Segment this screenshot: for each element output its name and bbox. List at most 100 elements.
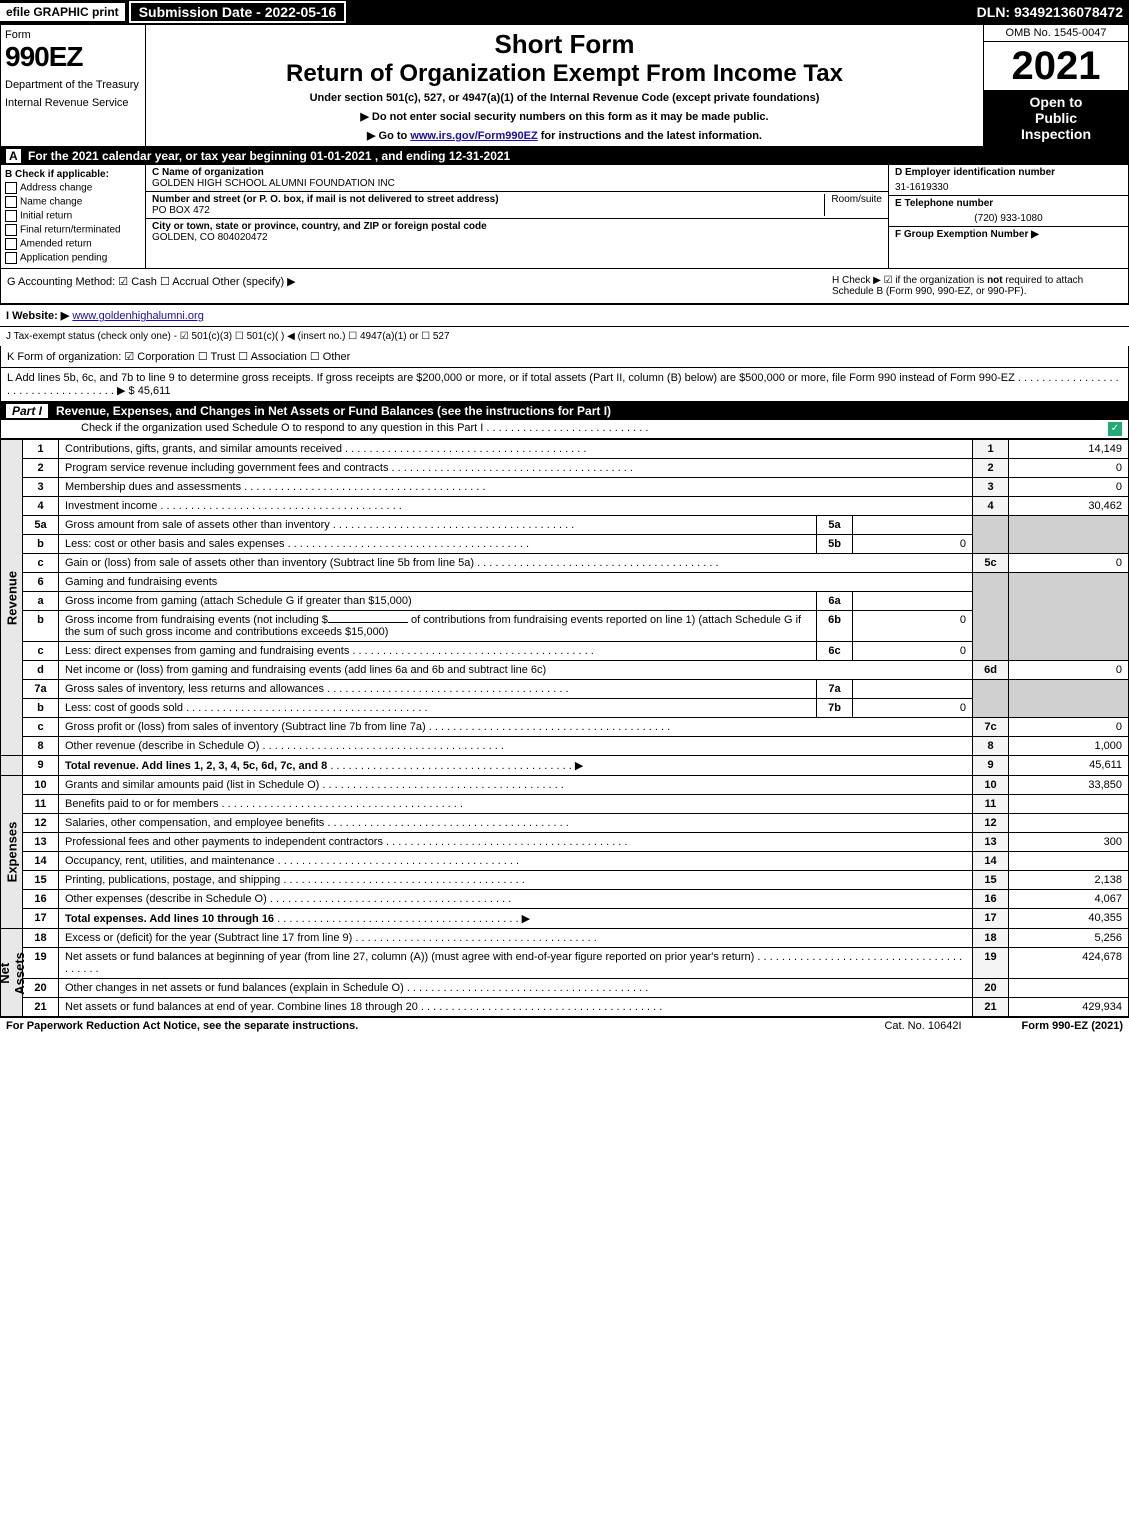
col-b: B Check if applicable: Address change Na… — [1, 165, 146, 268]
ltr-a: A — [6, 149, 21, 163]
bullet-ssn: ▶ Do not enter social security numbers o… — [154, 110, 975, 123]
under-section: Under section 501(c), 527, or 4947(a)(1)… — [154, 92, 975, 104]
form-number: 990EZ — [5, 41, 141, 73]
dept-irs: Internal Revenue Service — [5, 97, 141, 109]
irs-link[interactable]: www.irs.gov/Form990EZ — [410, 130, 537, 142]
open-line1: Open to — [986, 94, 1126, 110]
k-row: K Form of organization: ☑ Corporation ☐ … — [0, 346, 1129, 368]
gh-block: G Accounting Method: ☑ Cash ☐ Accrual Ot… — [0, 269, 1129, 304]
form-header: Form 990EZ Department of the Treasury In… — [0, 24, 1129, 147]
line-17: 17Total expenses. Add lines 10 through 1… — [1, 909, 1129, 929]
line-6c: c Less: direct expenses from gaming and … — [1, 642, 1129, 661]
dln: DLN: 93492136078472 — [977, 4, 1129, 20]
chk-name[interactable]: Name change — [5, 196, 141, 208]
footer-form: Form 990-EZ (2021) — [1022, 1020, 1123, 1032]
col-def: D Employer identification number 31-1619… — [888, 165, 1128, 268]
expenses-label: Expenses — [1, 776, 23, 929]
i-label: I Website: ▶ — [6, 310, 69, 322]
c-city-row: City or town, state or province, country… — [146, 219, 888, 245]
city: GOLDEN, CO 804020472 — [152, 232, 493, 243]
part-i-head: Part I Revenue, Expenses, and Changes in… — [0, 402, 1129, 420]
omb-number: OMB No. 1545-0047 — [984, 25, 1128, 42]
open-line2: Public — [986, 110, 1126, 126]
j-tax-exempt: J Tax-exempt status (check only one) - ☑… — [0, 326, 1129, 346]
line-14: 14Occupancy, rent, utilities, and mainte… — [1, 852, 1129, 871]
line-4: 4 Investment income 4 30,462 — [1, 497, 1129, 516]
row-a: A For the 2021 calendar year, or tax yea… — [0, 147, 1129, 165]
efile-label[interactable]: efile GRAPHIC print — [0, 3, 125, 21]
dept-treasury: Department of the Treasury — [5, 79, 141, 91]
lines-table: Revenue 1 Contributions, gifts, grants, … — [0, 439, 1129, 1017]
c-city-lbl: City or town, state or province, country… — [152, 221, 487, 232]
line-6: 6 Gaming and fundraising events — [1, 573, 1129, 592]
line-20: 20Other changes in net assets or fund ba… — [1, 979, 1129, 998]
line-13: 13Professional fees and other payments t… — [1, 833, 1129, 852]
line-6a: a Gross income from gaming (attach Sched… — [1, 592, 1129, 611]
line-19: 19Net assets or fund balances at beginni… — [1, 948, 1129, 979]
return-title: Return of Organization Exempt From Incom… — [154, 60, 975, 88]
line-6b: b Gross income from fundraising events (… — [1, 611, 1129, 642]
open-public: Open to Public Inspection — [984, 90, 1128, 146]
page-footer: For Paperwork Reduction Act Notice, see … — [0, 1017, 1129, 1034]
line-16: 16Other expenses (describe in Schedule O… — [1, 890, 1129, 909]
phone: (720) 933-1080 — [889, 211, 1128, 227]
form-word: Form — [5, 29, 141, 41]
part-i-sub-text: Check if the organization used Schedule … — [81, 422, 648, 436]
room-suite: Room/suite — [824, 194, 882, 216]
tax-year: 2021 — [984, 42, 1128, 90]
l-row: L Add lines 5b, 6c, and 7b to line 9 to … — [0, 368, 1129, 402]
chk-initial[interactable]: Initial return — [5, 210, 141, 222]
website-link[interactable]: www.goldenhighalumni.org — [72, 310, 203, 322]
open-line3: Inspection — [986, 126, 1126, 142]
revenue-label: Revenue — [1, 440, 23, 756]
d-head: D Employer identification number — [889, 165, 1128, 180]
line-10: Expenses 10 Grants and similar amounts p… — [1, 776, 1129, 795]
line-1: Revenue 1 Contributions, gifts, grants, … — [1, 440, 1129, 459]
short-form-title: Short Form — [154, 29, 975, 60]
chk-pending[interactable]: Application pending — [5, 252, 141, 264]
c-street-lbl: Number and street (or P. O. box, if mail… — [152, 194, 499, 205]
line-5b: b Less: cost or other basis and sales ex… — [1, 535, 1129, 554]
info-block: B Check if applicable: Address change Na… — [0, 165, 1129, 269]
header-right: OMB No. 1545-0047 2021 Open to Public In… — [983, 25, 1128, 146]
chk-final[interactable]: Final return/terminated — [5, 224, 141, 236]
c-name-lbl: C Name of organization — [152, 167, 389, 178]
line-7b: b Less: cost of goods sold 7b 0 — [1, 699, 1129, 718]
line-11: 11Benefits paid to or for members11 — [1, 795, 1129, 814]
line-12: 12Salaries, other compensation, and empl… — [1, 814, 1129, 833]
bullet-goto: ▶ Go to www.irs.gov/Form990EZ for instru… — [154, 129, 975, 142]
schedule-o-check[interactable]: ✓ — [1108, 422, 1122, 436]
line-5a: 5a Gross amount from sale of assets othe… — [1, 516, 1129, 535]
line-7a: 7a Gross sales of inventory, less return… — [1, 680, 1129, 699]
line-9: 9 Total revenue. Add lines 1, 2, 3, 4, 5… — [1, 756, 1129, 776]
line-3: 3 Membership dues and assessments 3 0 — [1, 478, 1129, 497]
part-i-title: Revenue, Expenses, and Changes in Net As… — [56, 404, 611, 418]
g-accounting: G Accounting Method: ☑ Cash ☐ Accrual Ot… — [7, 275, 822, 297]
line-21: 21Net assets or fund balances at end of … — [1, 998, 1129, 1017]
submission-date: Submission Date - 2022-05-16 — [129, 1, 347, 23]
f-head: F Group Exemption Number ▶ — [889, 227, 1128, 242]
line-18: Net Assets 18Excess or (deficit) for the… — [1, 929, 1129, 948]
line-15: 15Printing, publications, postage, and s… — [1, 871, 1129, 890]
line-5c: c Gain or (loss) from sale of assets oth… — [1, 554, 1129, 573]
netassets-label: Net Assets — [1, 929, 23, 1017]
chk-address[interactable]: Address change — [5, 182, 141, 194]
goto-post: for instructions and the latest informat… — [538, 130, 762, 142]
website-row: I Website: ▶ www.goldenhighalumni.org — [0, 304, 1129, 326]
top-bar: efile GRAPHIC print Submission Date - 20… — [0, 0, 1129, 24]
line-6d: d Net income or (loss) from gaming and f… — [1, 661, 1129, 680]
h-check: H Check ▶ ☑ if the organization is not r… — [822, 275, 1122, 297]
c-street-row: Number and street (or P. O. box, if mail… — [146, 192, 888, 219]
goto-pre: ▶ Go to — [367, 130, 410, 142]
line-8: 8 Other revenue (describe in Schedule O)… — [1, 737, 1129, 756]
header-left: Form 990EZ Department of the Treasury In… — [1, 25, 146, 146]
chk-amended[interactable]: Amended return — [5, 238, 141, 250]
footer-cat: Cat. No. 10642I — [884, 1020, 961, 1032]
footer-left: For Paperwork Reduction Act Notice, see … — [6, 1020, 358, 1032]
col-c: C Name of organization GOLDEN HIGH SCHOO… — [146, 165, 888, 268]
org-name: GOLDEN HIGH SCHOOL ALUMNI FOUNDATION INC — [152, 178, 395, 189]
e-head: E Telephone number — [889, 196, 1128, 211]
header-center: Short Form Return of Organization Exempt… — [146, 25, 983, 146]
c-name-row: C Name of organization GOLDEN HIGH SCHOO… — [146, 165, 888, 192]
line-2: 2 Program service revenue including gove… — [1, 459, 1129, 478]
